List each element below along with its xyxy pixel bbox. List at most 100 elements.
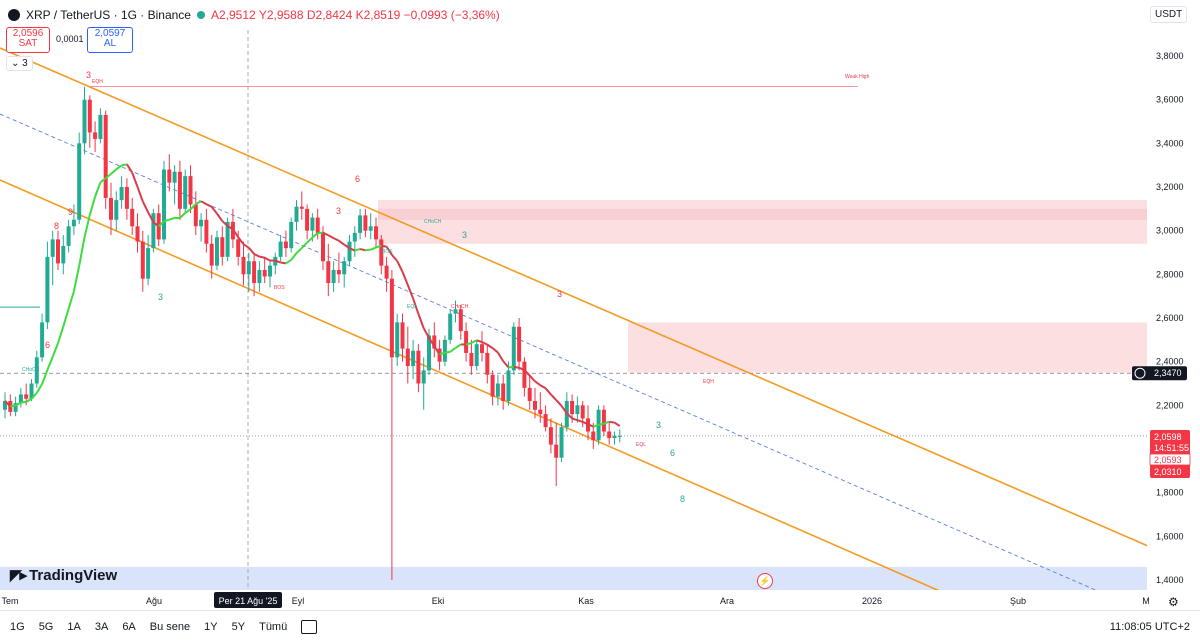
- range-6a[interactable]: 6A: [118, 621, 139, 633]
- chart-annotation: 3: [336, 206, 341, 216]
- candle-body: [141, 242, 145, 279]
- x-tick-label: M: [1142, 596, 1150, 606]
- range-1g[interactable]: 1G: [6, 621, 29, 633]
- y-tick-label: 3,8000: [1156, 51, 1184, 61]
- moving-average-segment: [334, 238, 339, 241]
- moving-average-segment: [418, 314, 423, 328]
- candle-body: [268, 266, 272, 277]
- moving-average-segment: [450, 348, 455, 352]
- candle-body: [570, 401, 574, 414]
- candle-body: [183, 176, 187, 209]
- candle-body: [146, 248, 150, 279]
- candle-body: [199, 220, 203, 227]
- moving-average-segment: [535, 381, 540, 385]
- x-tick-label: Kas: [578, 596, 594, 606]
- moving-average-segment: [297, 248, 302, 253]
- candle-body: [363, 215, 367, 230]
- moving-average-segment: [16, 403, 21, 406]
- range-5y[interactable]: 5Y: [228, 621, 249, 633]
- moving-average-segment: [79, 237, 84, 265]
- moving-average-segment: [487, 345, 492, 348]
- y-tick-label: 3,4000: [1156, 138, 1184, 148]
- buy-button[interactable]: 2,0597 AL: [87, 27, 133, 53]
- moving-average-segment: [365, 250, 370, 251]
- candle-body: [507, 370, 511, 401]
- candle-body: [167, 170, 171, 183]
- ohlc-open: A2,9512: [211, 8, 256, 22]
- moving-average-segment: [498, 352, 503, 361]
- chart-annotation: Weak High: [845, 74, 870, 80]
- market-status-icon: [197, 11, 205, 19]
- moving-average-segment: [392, 255, 397, 261]
- flash-icon[interactable]: ⚡: [757, 573, 773, 589]
- candle-body: [136, 226, 140, 241]
- candle-body: [554, 445, 558, 458]
- price-axis[interactable]: [1147, 0, 1200, 590]
- range-1a[interactable]: 1A: [63, 621, 84, 633]
- chart-annotation: EQH: [703, 379, 714, 385]
- moving-average-segment: [58, 327, 63, 344]
- candle-body: [348, 242, 352, 262]
- moving-average-segment: [111, 169, 116, 174]
- candle-body: [210, 244, 214, 266]
- moving-average-segment: [609, 422, 614, 423]
- moving-average-segment: [212, 207, 217, 214]
- bottom-toolbar: 1G 5G 1A 3A 6A Bu sene 1Y 5Y Tümü 11:08:…: [0, 610, 1200, 643]
- moving-average-segment: [403, 272, 408, 285]
- tradingview-wordmark: TradingView: [29, 567, 117, 584]
- range-3a[interactable]: 3A: [91, 621, 112, 633]
- candle-body: [310, 218, 314, 231]
- candle-body: [263, 270, 267, 277]
- moving-average-segment: [196, 201, 201, 204]
- moving-average-segment: [599, 424, 604, 425]
- candle-body: [607, 432, 611, 439]
- candle-body: [72, 220, 76, 227]
- candle-body: [242, 257, 246, 274]
- symbol-title[interactable]: XRP / TetherUS · 1G · Binance: [26, 8, 191, 22]
- range-all[interactable]: Tümü: [255, 621, 291, 633]
- clock[interactable]: 11:08:05 UTC+2: [1110, 621, 1190, 633]
- moving-average-segment: [477, 340, 482, 342]
- moving-average-segment: [206, 204, 211, 207]
- moving-average-segment: [69, 291, 74, 308]
- chart-annotation: 3: [656, 420, 661, 430]
- currency-selector[interactable]: USDT: [1150, 6, 1187, 23]
- moving-average-segment: [551, 394, 556, 400]
- candle-body: [501, 384, 505, 401]
- candle-body: [24, 394, 28, 398]
- moving-average-segment: [244, 244, 249, 247]
- candle-body: [522, 362, 526, 388]
- y-tick-label: 2,8000: [1156, 269, 1184, 279]
- range-1y[interactable]: 1Y: [200, 621, 221, 633]
- moving-average-segment: [180, 213, 185, 218]
- candle-body: [93, 132, 97, 139]
- x-tick-label: Tem: [1, 596, 18, 606]
- candle-body: [289, 222, 293, 248]
- candle-body: [549, 427, 553, 444]
- chart-annotation: 9: [68, 207, 73, 217]
- candle-body: [104, 115, 108, 198]
- sell-button[interactable]: 2,0596 SAT: [6, 27, 50, 53]
- candle-body: [67, 226, 71, 246]
- indicators-count: 3: [22, 58, 28, 69]
- x-tick-label: Ara: [720, 596, 734, 606]
- candle-body: [544, 414, 548, 427]
- chart-annotation: EQL: [407, 304, 417, 310]
- calendar-icon[interactable]: [301, 620, 317, 634]
- ohlc-change: −0,0993 (−3,36%): [404, 8, 500, 22]
- candle-body: [220, 237, 224, 257]
- moving-average-segment: [53, 343, 58, 357]
- moving-average-segment: [132, 173, 137, 187]
- range-ytd[interactable]: Bu sene: [146, 621, 194, 633]
- candle-body: [51, 239, 55, 256]
- y-tick-label: 3,2000: [1156, 182, 1184, 192]
- moving-average-segment: [355, 249, 360, 251]
- range-5g[interactable]: 5G: [35, 621, 58, 633]
- low-price-label: 2,0310: [1154, 467, 1182, 477]
- moving-average-segment: [21, 402, 26, 403]
- chart-annotation: BOS: [382, 249, 393, 255]
- settings-gear-icon[interactable]: ⚙: [1168, 595, 1179, 609]
- channel-upper-line: [0, 48, 1148, 546]
- indicators-toggle[interactable]: ⌄ 3: [6, 56, 33, 71]
